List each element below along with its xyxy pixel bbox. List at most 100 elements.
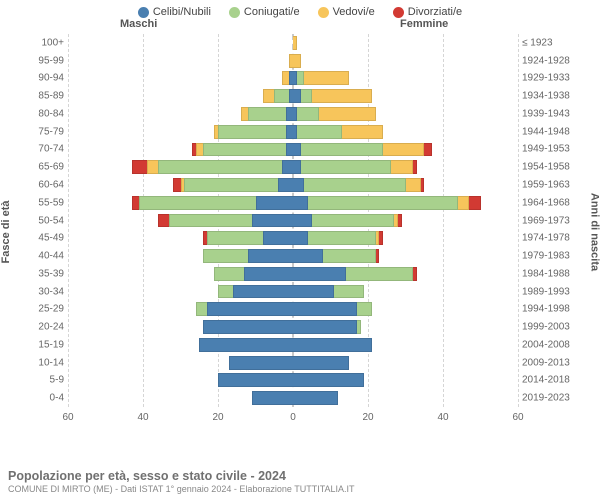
bar-segment: [293, 249, 323, 263]
x-axis-tick: 40: [437, 412, 448, 423]
age-label: 90-94: [20, 73, 64, 84]
bar-segment: [274, 89, 289, 103]
bar-segment: [293, 320, 357, 334]
bar-segment: [199, 338, 293, 352]
age-label: 95-99: [20, 55, 64, 66]
legend-swatch: [229, 7, 240, 18]
age-label: 85-89: [20, 91, 64, 102]
birth-year-label: 1979-1983: [522, 251, 580, 262]
legend: Celibi/Nubili Coniugati/e Vedovi/e Divorzia…: [0, 0, 600, 18]
legend-label: Coniugati/e: [244, 6, 300, 18]
pyramid-row: [68, 371, 518, 389]
plot-area: Fasce di età Anni di nascita 100+≤ 19239…: [20, 34, 580, 429]
bar-segment: [248, 249, 293, 263]
bar-segment: [391, 160, 414, 174]
birth-year-label: 2004-2008: [522, 339, 580, 350]
bar-segment: [323, 249, 376, 263]
bar-segment: [346, 267, 414, 281]
bar-segment: [282, 160, 293, 174]
bar-segment: [132, 160, 147, 174]
bar-segment: [248, 107, 286, 121]
birth-year-label: 1929-1933: [522, 73, 580, 84]
birth-year-label: 1944-1948: [522, 126, 580, 137]
bar-segment: [207, 231, 263, 245]
legend-swatch: [318, 7, 329, 18]
bar-segment: [173, 178, 181, 192]
pyramid-row: [68, 194, 518, 212]
bar-segment: [293, 160, 301, 174]
x-axis-tick: 0: [290, 412, 296, 423]
y-axis-right-title: Anni di nascita: [588, 192, 600, 270]
age-label: 25-29: [20, 304, 64, 315]
chart-title: Popolazione per età, sesso e stato civil…: [8, 469, 355, 483]
bar-segment: [308, 231, 376, 245]
bar-segment: [293, 143, 301, 157]
x-axis-tick: 40: [137, 412, 148, 423]
pyramid-row: [68, 354, 518, 372]
bar-segment: [293, 338, 372, 352]
birth-year-label: 1994-1998: [522, 304, 580, 315]
bar-segment: [218, 285, 233, 299]
bar-segment: [301, 143, 384, 157]
bar-segment: [334, 285, 364, 299]
bar-segment: [413, 267, 417, 281]
pyramid-row: [68, 158, 518, 176]
bar-segment: [203, 249, 248, 263]
birth-year-label: 1954-1958: [522, 162, 580, 173]
bar-segment: [293, 89, 301, 103]
legend-label: Divorziati/e: [408, 6, 462, 18]
bar-segment: [203, 143, 286, 157]
birth-year-label: 2009-2013: [522, 357, 580, 368]
bar-segment: [278, 178, 293, 192]
x-axis-tick: 20: [212, 412, 223, 423]
bar-segment: [207, 302, 293, 316]
legend-swatch: [393, 7, 404, 18]
age-label: 70-74: [20, 144, 64, 155]
legend-item: Celibi/Nubili: [138, 6, 211, 18]
age-label: 30-34: [20, 286, 64, 297]
birth-year-label: 1939-1943: [522, 108, 580, 119]
pyramid-row: [68, 212, 518, 230]
pyramid-row: [68, 70, 518, 88]
x-axis-tick: 60: [62, 412, 73, 423]
bar-segment: [229, 356, 293, 370]
bar-segment: [244, 267, 293, 281]
legend-item: Coniugati/e: [229, 6, 300, 18]
bar-segment: [293, 54, 301, 68]
header-female: Femmine: [400, 18, 448, 30]
bar-segment: [406, 178, 421, 192]
bar-segment: [312, 214, 395, 228]
bar-segment: [169, 214, 252, 228]
bar-segment: [241, 107, 249, 121]
bar-segment: [301, 160, 391, 174]
birth-year-label: 1959-1963: [522, 179, 580, 190]
pyramid-row: [68, 105, 518, 123]
bar-segment: [263, 89, 274, 103]
bar-segment: [286, 143, 294, 157]
birth-year-label: 1949-1953: [522, 144, 580, 155]
age-label: 35-39: [20, 268, 64, 279]
birth-year-label: 1999-2003: [522, 322, 580, 333]
age-label: 65-69: [20, 162, 64, 173]
bar-segment: [297, 125, 342, 139]
bar-segment: [139, 196, 255, 210]
age-label: 0-4: [20, 393, 64, 404]
legend-item: Vedovi/e: [318, 6, 375, 18]
bar-segment: [158, 160, 282, 174]
pyramid-row: [68, 318, 518, 336]
age-label: 75-79: [20, 126, 64, 137]
age-label: 10-14: [20, 357, 64, 368]
pyramid-row: [68, 176, 518, 194]
legend-label: Celibi/Nubili: [153, 6, 211, 18]
bar-segment: [297, 107, 320, 121]
bar-segment: [282, 71, 290, 85]
bar-segment: [158, 214, 169, 228]
bar-segment: [214, 267, 244, 281]
birth-year-label: 1989-1993: [522, 286, 580, 297]
chart-canvas: [68, 34, 518, 407]
footer: Popolazione per età, sesso e stato civil…: [8, 469, 355, 494]
bar-segment: [297, 71, 305, 85]
age-label: 100+: [20, 37, 64, 48]
header-male: Maschi: [120, 18, 157, 30]
pyramid-row: [68, 52, 518, 70]
